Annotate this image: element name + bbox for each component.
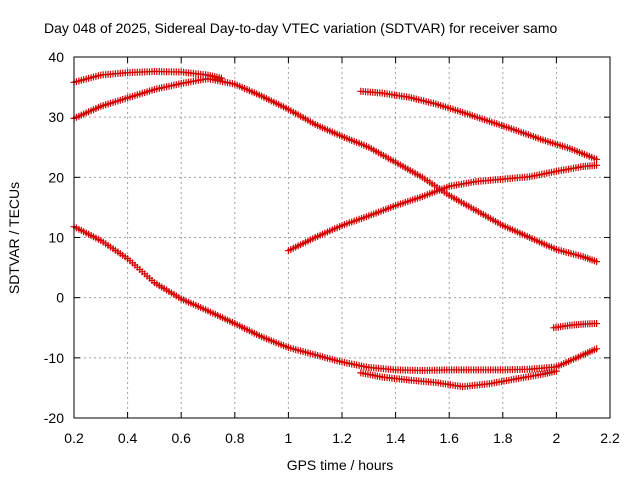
x-tick-label: 0.8 (225, 430, 245, 446)
y-tick-label: 0 (56, 290, 64, 306)
series-track-7 (550, 320, 601, 332)
x-tick-label: 0.2 (64, 430, 84, 446)
series-track-4 (284, 161, 601, 255)
series-track-1 (70, 67, 225, 86)
x-axis-label: GPS time / hours (287, 457, 394, 473)
y-tick-label: 30 (48, 109, 64, 125)
series-track-3 (357, 87, 601, 163)
series-track-6 (357, 367, 560, 391)
x-tick-label: 2.2 (600, 430, 620, 446)
x-tick-label: 1.2 (332, 430, 352, 446)
series-layer (70, 67, 601, 391)
y-axis-label: SDTVAR / TECUs (6, 182, 22, 294)
plot-frame (73, 56, 611, 419)
y-tick-label: 40 (48, 49, 64, 65)
chart-title: Day 048 of 2025, Sidereal Day-to-day VTE… (44, 20, 557, 36)
y-tick-label: -10 (44, 350, 64, 366)
axis-ticks: 0.2 0.4 0.6 0.8 1 1.2 1.4 1.6 1.8 2 2.2 -20 -10 0 10 20… (44, 49, 620, 446)
x-tick-label: 2 (553, 430, 561, 446)
y-tick-label: 20 (48, 169, 64, 185)
x-tick-label: 1.4 (386, 430, 406, 446)
x-tick-label: 1 (285, 430, 293, 446)
x-tick-label: 1.8 (493, 430, 513, 446)
series-track-5 (70, 223, 601, 374)
x-tick-label: 1.6 (439, 430, 459, 446)
x-tick-label: 0.4 (118, 430, 138, 446)
series-track-2 (70, 75, 601, 266)
y-tick-label: -20 (44, 410, 64, 426)
x-tick-label: 0.6 (171, 430, 191, 446)
y-tick-label: 10 (48, 230, 64, 246)
